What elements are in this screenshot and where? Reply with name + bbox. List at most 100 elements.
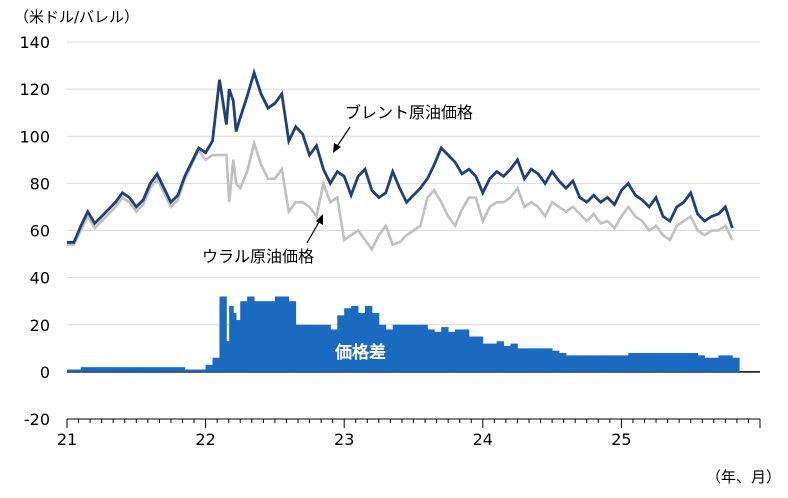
spread-bar [704,357,712,372]
x-tick-label: 24 [473,430,493,449]
spread-bar [108,367,116,372]
spread-bar [212,357,220,372]
brent-arrowhead [333,143,341,153]
x-unit-label: （年、月） [706,468,781,486]
spread-bar [482,343,491,372]
x-tick-labels: 21 22 23 24 25 [57,430,632,449]
spread-bar [427,329,435,372]
y-tick-label: 120 [19,80,50,99]
spread-bar [309,324,317,372]
spread-bar [489,343,498,372]
x-tick-label: 21 [57,430,77,449]
spread-bar [219,296,227,372]
spread-bar [316,324,324,372]
spread-bar [455,329,463,372]
x-tick-label: 22 [195,430,215,449]
spread-bar [164,367,172,372]
urals-arrowhead [316,214,323,225]
spread-bar [468,336,477,372]
spread-bar [406,324,414,372]
x-axis [66,418,761,428]
spread-bar [323,324,331,372]
spread-bar [302,324,310,372]
spread-bar [503,345,511,372]
spread-bar [669,353,678,372]
y-tick-label: 20 [30,316,50,335]
spread-bar [579,355,588,372]
spread-bar [642,353,650,372]
spread-bar [205,364,213,372]
spread-bar [718,355,726,372]
y-tick-labels: 140 120 100 80 60 40 20 0 -20 [19,33,50,429]
spread-bar [254,301,262,372]
spread-bar [67,369,75,372]
spread-bar [448,331,456,372]
spread-bar [330,329,338,372]
spread-bar [656,353,664,372]
spread-bar [399,324,407,372]
spread-bar [87,367,96,372]
spread-bar [413,324,421,372]
spread-bar [586,355,595,372]
spread-bar [233,312,237,372]
spread-bar [649,353,657,372]
spread-bar [538,348,546,372]
spread-bar [267,301,276,372]
spread-bar [593,355,602,372]
spread-bar [524,348,532,372]
spread-bar [607,355,615,372]
y-tick-label: 100 [19,127,50,146]
x-tick-label: 25 [611,430,631,449]
spread-bar [628,353,636,372]
spread-bar [510,343,518,372]
x-tick-label: 23 [334,430,354,449]
spread-bar [295,324,304,372]
spread-bar [621,355,629,372]
spread-bar [101,367,109,372]
spread-bar [236,320,241,372]
spread-bar [496,341,504,372]
spread-bar [351,305,359,372]
spread-bar [198,369,206,372]
y-tick-label: 60 [30,222,50,241]
spread-bar [94,367,103,372]
y-tick-label: 0 [40,363,50,382]
spread-bar [73,369,82,372]
spread-bar [226,341,230,372]
spread-bar [462,329,470,372]
spread-bar [240,301,248,372]
spread-bar [129,367,137,372]
y-tick-label: 40 [30,269,50,288]
spread-bar [662,353,671,372]
spread-bars [67,296,740,372]
spread-bar [531,348,539,372]
spread-bar [170,367,179,372]
spread-bar [614,355,622,372]
spread-bar [683,353,692,372]
urals-arrow [306,219,321,244]
spread-bar [281,296,290,372]
spread-bar [364,305,373,372]
spread-bar [115,367,123,372]
y-tick-label: -20 [24,410,50,429]
spread-bar [191,369,200,372]
spread-bar [385,329,394,372]
spread-bar [697,355,705,372]
spread-annotation: 価格差 [334,342,386,363]
spread-bar [136,367,144,372]
y-unit-label: （米ドル/バレル） [14,8,139,26]
spread-bar [184,369,193,372]
spread-bar [177,367,186,372]
spread-bar [559,353,567,372]
spread-bar [711,357,719,372]
spread-bar [725,355,733,372]
spread-bar [600,355,608,372]
spread-bar [690,353,699,372]
spread-bar [80,367,89,372]
spread-bar [150,367,158,372]
spread-bar [441,327,449,372]
urals-annotation: ウラル原油価格 [202,247,314,266]
spread-bar [434,331,442,372]
spread-bar [229,305,234,372]
